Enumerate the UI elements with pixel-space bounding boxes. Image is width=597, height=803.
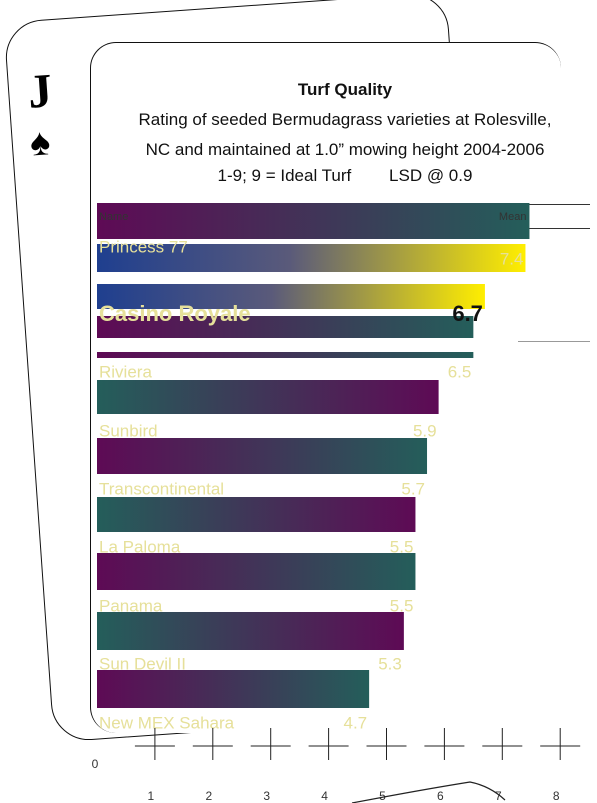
bar-riviera <box>97 352 474 358</box>
category-label: Riviera <box>99 362 152 381</box>
category-label: La Paloma <box>99 537 181 556</box>
category-label: Panama <box>99 596 163 615</box>
category-label: Transcontinental <box>99 479 224 498</box>
data-label: 5.7 <box>401 479 425 498</box>
header-bar <box>97 203 530 239</box>
header-rule-top <box>518 204 590 205</box>
data-label: 6.7 <box>452 301 483 326</box>
data-label: 5.5 <box>390 537 414 556</box>
x-tick-label: 7 <box>495 789 502 803</box>
data-label: 6.5 <box>448 362 472 381</box>
bar-sunbird <box>97 380 439 414</box>
category-label: Casino Royale <box>99 301 251 326</box>
bar-sun-devil-ii <box>97 612 404 650</box>
category-label: Sun Devil II <box>99 654 186 673</box>
highlight-rule <box>518 341 590 342</box>
header-rule-bottom <box>518 228 590 229</box>
x-tick-label: 3 <box>263 789 270 803</box>
bar-new-mex-sahara <box>97 670 370 708</box>
data-label: 5.3 <box>378 654 402 673</box>
category-label: New MEX Sahara <box>99 713 235 732</box>
bar-overlay <box>97 316 474 338</box>
bar-casino-royale <box>97 284 485 309</box>
chart-title: Turf Quality <box>297 80 393 99</box>
category-label: Princess 77 <box>99 237 188 256</box>
x-tick-label: 5 <box>379 789 386 803</box>
x-tick-label: 8 <box>553 789 560 803</box>
data-label: 5.5 <box>390 596 414 615</box>
chart-subtitle-line-1: Rating of seeded Bermudagrass varieties … <box>138 110 552 129</box>
chart-subtitle-line-2: NC and maintained at 1.0” mowing height … <box>145 140 545 159</box>
x-tick-label: 0 <box>92 757 99 771</box>
data-label: 4.7 <box>343 713 367 732</box>
x-tick-label: 4 <box>321 789 328 803</box>
header-mean-label: Mean <box>499 211 527 223</box>
decorative-arc <box>351 781 506 803</box>
data-label: 7.4 <box>500 249 524 268</box>
x-tick-label: 2 <box>205 789 212 803</box>
bar-princess-77 <box>97 244 526 272</box>
data-label: 5.9 <box>413 421 437 440</box>
chart-subtitle-line-3: 1-9; 9 = Ideal Turf LSD @ 0.9 <box>217 166 473 185</box>
x-tick-label: 6 <box>437 789 444 803</box>
bar-panama <box>97 553 416 590</box>
bar-transcontinental <box>97 438 428 474</box>
x-tick-label: 1 <box>148 789 155 803</box>
category-label: Sunbird <box>99 421 158 440</box>
header-name-label: Name <box>99 211 128 223</box>
bar-la-paloma <box>97 497 416 532</box>
